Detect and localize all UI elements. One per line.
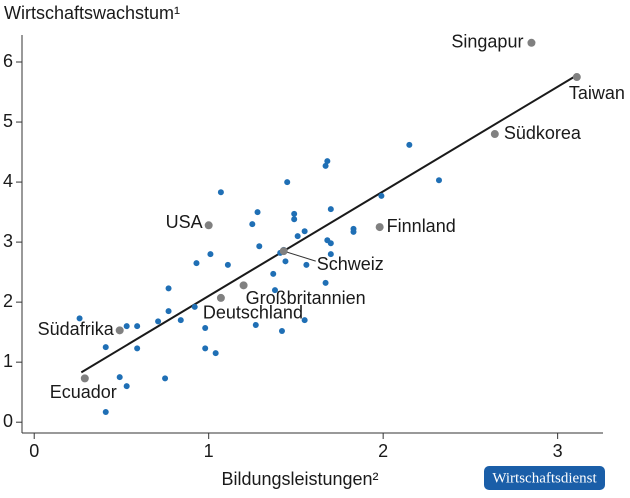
- y-tick-label: 6: [3, 51, 13, 71]
- point: [301, 228, 308, 235]
- point: [406, 141, 413, 148]
- leader-line: [283, 250, 316, 262]
- point: [435, 177, 442, 184]
- point-label: Südkorea: [504, 123, 582, 143]
- highlight-point: [239, 281, 248, 290]
- point: [102, 408, 109, 415]
- point: [123, 323, 130, 330]
- point: [322, 162, 329, 169]
- badge: Wirtschaftsdienst: [492, 470, 597, 486]
- point-label: Taiwan: [569, 83, 625, 103]
- point: [350, 228, 357, 235]
- highlight-point: [375, 223, 384, 232]
- point-label: Ecuador: [50, 382, 117, 402]
- point: [278, 327, 285, 334]
- point: [165, 285, 172, 292]
- point: [291, 210, 298, 217]
- point: [378, 192, 385, 199]
- point: [324, 158, 331, 165]
- y-tick-label: 0: [3, 411, 13, 431]
- point: [291, 216, 298, 223]
- point: [191, 303, 198, 310]
- point-label: Singapur: [451, 32, 523, 52]
- highlight-point: [216, 293, 225, 302]
- point-label: Finnland: [387, 216, 456, 236]
- y-tick-label: 5: [3, 111, 13, 131]
- point: [134, 323, 141, 330]
- x-tick-label: 3: [553, 441, 563, 461]
- point: [155, 318, 162, 325]
- point: [252, 321, 259, 328]
- point: [301, 317, 308, 324]
- y-tick-label: 3: [3, 231, 13, 251]
- point: [224, 261, 231, 268]
- point-label: Deutschland: [203, 303, 303, 323]
- highlight-point: [527, 38, 536, 47]
- point: [294, 233, 301, 240]
- x-tick-label: 1: [204, 441, 214, 461]
- badge-box: [484, 466, 605, 490]
- point: [327, 206, 334, 213]
- point-label: Großbritannien: [246, 288, 366, 308]
- point: [212, 350, 219, 357]
- x-axis-label: Bildungsleistungen²: [221, 469, 378, 489]
- trend-line: [80, 74, 578, 374]
- x-tick-label: 0: [29, 441, 39, 461]
- point: [282, 258, 289, 265]
- point: [284, 179, 291, 186]
- point-label: Südafrika: [38, 319, 115, 339]
- y-tick-label: 2: [3, 291, 13, 311]
- point: [217, 189, 224, 196]
- point: [202, 324, 209, 331]
- point-label: USA: [166, 212, 203, 232]
- point: [270, 270, 277, 277]
- point: [327, 240, 334, 247]
- highlight-point: [204, 221, 213, 230]
- point: [134, 345, 141, 352]
- point: [327, 251, 334, 258]
- point: [177, 317, 184, 324]
- point: [207, 251, 214, 258]
- point: [165, 308, 172, 315]
- highlight-point: [490, 130, 499, 139]
- highlight-point: [115, 326, 124, 335]
- point: [303, 261, 310, 268]
- y-tick-label: 4: [3, 171, 13, 191]
- point: [322, 279, 329, 286]
- x-tick-label: 2: [378, 441, 388, 461]
- y-tick-label: 1: [3, 351, 13, 371]
- point-label: Schweiz: [317, 254, 384, 274]
- point: [271, 287, 278, 294]
- highlight-point: [80, 374, 89, 383]
- point: [256, 243, 263, 250]
- point: [202, 345, 209, 352]
- highlight-point: [572, 73, 581, 82]
- point: [76, 315, 83, 322]
- point: [193, 260, 200, 267]
- point: [102, 344, 109, 351]
- point: [249, 221, 256, 228]
- highlight-point: [279, 247, 288, 256]
- point: [116, 374, 123, 381]
- point: [254, 209, 261, 216]
- chart-title: Wirtschaftswachstum¹: [4, 3, 180, 23]
- point: [162, 375, 169, 382]
- point: [123, 383, 130, 390]
